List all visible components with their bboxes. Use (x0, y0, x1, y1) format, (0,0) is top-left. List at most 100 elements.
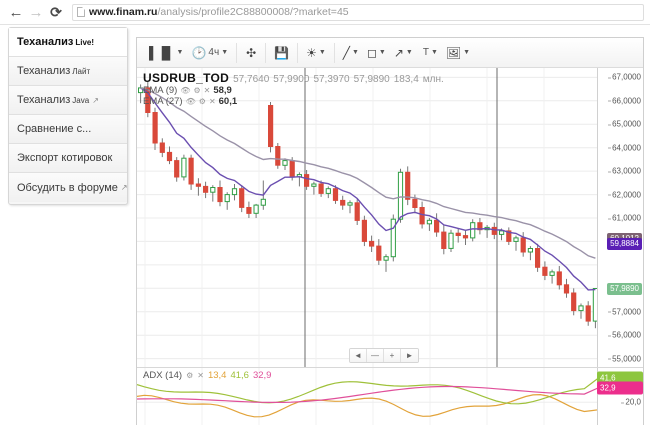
sidebar-item-5[interactable]: Обсудить в форуме ↗ (9, 173, 128, 202)
adx-legend[interactable]: ADX (14) ⚙ ✕ 13,4 41,6 32,9 (143, 370, 271, 381)
clock-icon: 🕑 (191, 45, 207, 60)
url-text: www.finam.ru/analysis/profile2C88800008/… (89, 6, 349, 18)
bars-icon: ▌▐▌ (149, 45, 175, 60)
url-path: /analysis/profile2C88800008/?market=45 (157, 6, 349, 18)
chevron-down-icon[interactable]: ▼ (176, 49, 184, 56)
chart-canvas-wrapper[interactable]: 67,0000 66,0000 65,0000 64,0000 63,0000 62,00… (137, 68, 643, 425)
line-icon: ╱ (342, 45, 351, 60)
page-icon (77, 7, 85, 17)
sidebar-item-superscript: Лайт (72, 66, 91, 76)
save-button[interactable]: 💾 (270, 43, 293, 63)
quote-high: 57,9900 (273, 74, 310, 85)
adx-value-3: 32,9 (252, 370, 272, 381)
eye-icon[interactable]: 👁 (180, 86, 191, 95)
fibonacci-tool-button[interactable]: ↗ ▼ (390, 43, 417, 63)
zoom-out-button[interactable]: — (367, 349, 384, 362)
adx-label: ADX (14) (143, 370, 183, 381)
sidebar-item-0[interactable]: Теханализ Live! (9, 28, 127, 57)
adx-plot[interactable] (137, 368, 599, 425)
chart-toolbar: ▌▐▌ ▼ 🕑 4ч ▼ ✣ 💾 ☀ ▼ ╱ ▼ ◻ ▼ ↗ ▼ T ▼ 🖼 ▼ (137, 38, 643, 68)
sidebar-item-label: Теханализ (17, 36, 74, 48)
scroll-left-button[interactable]: ◄ (350, 349, 367, 362)
sidebar-item-superscript: Live! (75, 37, 95, 47)
price-tick: 67,0000 (608, 72, 641, 82)
chevron-down-icon[interactable]: ▼ (463, 49, 471, 56)
toolbar-group: ☀ ▼ (302, 42, 335, 63)
adx-axis[interactable]: 20,0 41,6 32,9 (597, 368, 643, 425)
toolbar-group: ▌▐▌ ▼ 🕑 4ч ▼ (145, 42, 238, 63)
indicators-button[interactable]: ☀ ▼ (302, 43, 330, 63)
quote-low: 57,3970 (313, 74, 350, 85)
quote-close: 57,9890 (353, 74, 390, 85)
timeframe-button-label: 4ч (208, 47, 220, 58)
adx-indicator-area[interactable]: 20,0 41,6 32,9 ADX (14) ⚙ ✕ 13,4 41,6 32,9 (137, 368, 643, 425)
adx-pink-label: 32,9 (597, 381, 643, 394)
toolbar-group: ✣ (241, 42, 267, 63)
adx-value-2: 41,6 (230, 370, 249, 381)
last-price-label: 57,9890 (607, 282, 642, 295)
price-tick: 61,0000 (608, 213, 641, 223)
price-tick: 57,0000 (608, 307, 641, 317)
ema-slow-legend[interactable]: EMA (27) 👁 ⚙ ✕ 60,1 (143, 96, 237, 107)
price-axis[interactable]: 67,0000 66,0000 65,0000 64,0000 63,0000 62,00… (597, 68, 643, 367)
image-tool-button[interactable]: 🖼 ▼ (442, 43, 474, 63)
chevron-down-icon[interactable]: ▼ (221, 49, 229, 56)
price-tick: 66,0000 (608, 96, 641, 106)
ema-fast-price-label: 59,8884 (607, 238, 642, 251)
ema-slow-label: EMA (27) (143, 96, 183, 107)
arrow-left-icon[interactable]: ← (8, 3, 24, 21)
chevron-down-icon[interactable]: ▼ (405, 49, 413, 56)
adx-tick: 20,0 (621, 397, 641, 407)
text-tool-button-label: T (422, 47, 429, 58)
close-icon[interactable]: ✕ (208, 97, 216, 106)
reload-icon[interactable]: ⟳ (50, 4, 62, 20)
url-input[interactable]: www.finam.ru/analysis/profile2C88800008/… (72, 3, 644, 21)
gear-icon[interactable]: ⚙ (193, 86, 201, 95)
chevron-down-icon[interactable]: ▼ (318, 49, 326, 56)
quote-volume: 183,4 (393, 74, 419, 85)
timeframe-button[interactable]: 🕑 4ч ▼ (187, 43, 232, 63)
price-tick: 55,0000 (608, 354, 641, 364)
close-icon[interactable]: ✕ (197, 371, 204, 380)
price-chart-area[interactable]: 67,0000 66,0000 65,0000 64,0000 63,0000 62,00… (137, 68, 643, 368)
adx-green-label: 41,6 (597, 371, 643, 385)
zoom-in-button[interactable]: + (384, 349, 401, 362)
gear-icon[interactable]: ⚙ (186, 371, 194, 380)
price-tick: 65,0000 (608, 119, 641, 129)
scroll-right-button[interactable]: ► (401, 349, 418, 362)
crosshair-icon: ✣ (246, 45, 257, 60)
line-tool-button[interactable]: ╱ ▼ (339, 43, 363, 63)
price-plot[interactable] (137, 68, 599, 367)
chart-navigation-buttons[interactable]: ◄ — + ► (349, 348, 419, 363)
chevron-down-icon[interactable]: ▼ (430, 49, 438, 56)
sidebar-item-1[interactable]: Теханализ Лайт (9, 57, 127, 86)
ema-fast-legend[interactable]: EMA (9) 👁 ⚙ ✕ 58,9 (143, 85, 232, 96)
sidebar-item-4[interactable]: Экспорт котировок (9, 144, 127, 173)
chevron-down-icon[interactable]: ▼ (378, 49, 386, 56)
price-tick: 62,0000 (608, 190, 641, 200)
ema-fast-label: EMA (9) (143, 85, 178, 96)
shape-tool-button[interactable]: ◻ ▼ (363, 43, 390, 63)
quote-volume-unit: млн. (422, 74, 444, 85)
chevron-down-icon[interactable]: ▼ (352, 49, 359, 56)
sidebar-item-3[interactable]: Сравнение с... (9, 115, 127, 144)
external-link-icon: ↗ (120, 183, 128, 192)
sidebar-item-superscript: Java (72, 95, 90, 105)
sidebar-item-2[interactable]: Теханализ Java ↗ (9, 86, 127, 115)
rectangle-icon: ◻ (366, 45, 377, 60)
crosshair-button[interactable]: ✣ (241, 43, 261, 63)
quote-open: 57,7640 (233, 74, 270, 85)
chart-type-button[interactable]: ▌▐▌ ▼ (145, 43, 187, 63)
eye-icon[interactable]: 👁 (185, 97, 196, 106)
price-tick: 64,0000 (608, 143, 641, 153)
save-icon: 💾 (274, 45, 290, 60)
adx-value-1: 13,4 (207, 370, 227, 381)
sidebar-item-label: Теханализ (17, 94, 71, 106)
arrow-right-icon[interactable]: → (28, 3, 44, 21)
gear-icon[interactable]: ⚙ (198, 97, 206, 106)
close-icon[interactable]: ✕ (203, 86, 211, 95)
fibonacci-icon: ↗ (393, 45, 404, 60)
toolbar-group: 💾 (270, 42, 299, 63)
price-tick: 56,0000 (608, 330, 641, 340)
text-tool-button[interactable]: T ▼ (417, 43, 442, 63)
